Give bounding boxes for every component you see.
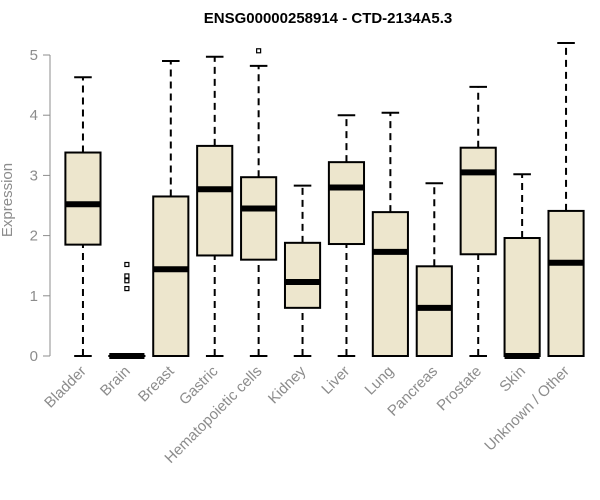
box-group [371,111,409,357]
y-tick-label: 5 [30,47,38,64]
y-tick-label: 2 [30,228,38,245]
box-rect [415,265,453,357]
y-tick-label: 4 [30,107,38,124]
box-group [547,41,585,357]
boxes-group [64,41,585,359]
x-tick-label: Prostate [434,363,486,415]
x-tick-label: Skin [496,363,529,396]
y-tick-label: 1 [30,288,38,305]
outlier-point [124,285,130,292]
box-rect [371,211,409,357]
y-tick-label: 0 [30,348,38,365]
box-group [327,114,366,357]
box-rect [503,237,541,357]
x-tick-label: Lung [362,363,398,399]
box-rect [240,176,278,261]
outlier-point [124,278,130,284]
box-rect [283,241,322,309]
box-rect [547,209,585,357]
x-tick-label: Liver [318,363,353,398]
box-group [240,48,278,357]
y-axis-label: Expression [0,163,16,237]
x-tick-label: Bladder [41,363,90,412]
x-tick-label: Brain [97,363,134,400]
box-rect [459,146,497,256]
box-group [64,76,102,357]
box-group [108,261,146,359]
box-rect [196,144,234,257]
box-rect [64,151,102,246]
box-group [415,182,453,357]
x-tick-label: Kidney [265,362,310,407]
y-tick-label: 3 [30,167,38,184]
box-rect [152,195,190,357]
outlier-point [256,48,262,54]
outlier-point [124,261,130,268]
chart-title: ENSG00000258914 - CTD-2134A5.3 [204,10,452,27]
box-group [196,55,234,357]
box-group [459,85,497,357]
box-group [283,184,322,357]
x-tick-label: Breast [135,362,178,405]
outlier-point [124,273,130,279]
y-axis: 0 1 2 3 4 5 [30,47,51,365]
box-group [503,173,541,359]
box-group [152,60,190,357]
box-rect [327,161,366,246]
